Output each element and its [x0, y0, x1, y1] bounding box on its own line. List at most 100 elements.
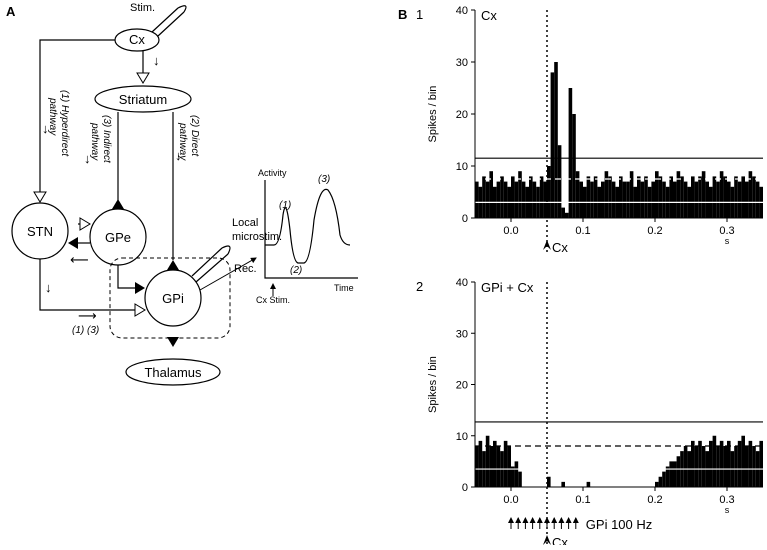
x-tick-label: 0.2: [647, 225, 662, 237]
histogram-bar: [752, 176, 756, 218]
histogram-bar: [748, 171, 753, 218]
gpe-label: GPe: [105, 230, 131, 245]
histogram-bar: [676, 456, 681, 487]
chart-title: GPi + Cx: [481, 280, 534, 295]
histogram-bar: [734, 446, 738, 487]
panel-label: B: [398, 7, 407, 22]
histogram-bar: [662, 471, 666, 487]
histogram-bar: [727, 181, 731, 218]
histogram-bar: [748, 440, 753, 487]
x-tick-label: 0.3: [719, 225, 734, 237]
histogram-bar: [543, 181, 547, 218]
histogram-bar: [565, 212, 569, 218]
y-tick-label: 20: [456, 109, 468, 121]
histogram-bar: [547, 476, 551, 487]
histogram-bar: [568, 88, 573, 218]
inhibitory-synapse: [68, 237, 78, 249]
histogram-bar: [557, 145, 562, 218]
inset-phase: (3): [318, 174, 330, 185]
histogram-bar: [716, 446, 720, 487]
histogram-bar: [719, 171, 724, 218]
histogram-bar: [640, 181, 645, 218]
histogram-bar: [655, 171, 659, 218]
excitatory-synapse: [134, 303, 146, 317]
histogram-bar: [723, 446, 727, 487]
histogram-bar: [503, 181, 508, 218]
gpi-node: [144, 269, 202, 327]
histogram-bar: [683, 181, 688, 218]
histogram-bar: [496, 181, 501, 218]
histogram-bar: [759, 440, 763, 487]
histogram-bar: [489, 446, 493, 487]
x-tick-label: 0.0: [503, 225, 518, 237]
histogram-bar: [701, 446, 706, 487]
histogram-bar: [608, 176, 612, 218]
stn-label: STN: [27, 224, 53, 239]
stim-electrode: [151, 5, 187, 37]
excitatory-synapse: [79, 217, 91, 231]
histogram-bar: [651, 181, 655, 218]
histogram-bar: [586, 481, 591, 487]
x-tick-label: 0.1: [575, 494, 590, 506]
histogram-bar: [680, 176, 684, 218]
inhibitory-synapse: [135, 282, 145, 294]
circuit-diagram: A Cx Stim. ↓ Striatum (1) Hyperdirectpat…: [6, 2, 358, 386]
inset-phase: (1): [279, 200, 291, 211]
y-tick-label: 20: [456, 380, 468, 392]
histogram-bar: [485, 181, 490, 218]
inset-ylabel: Activity: [258, 168, 287, 178]
histogram-bar: [521, 181, 526, 218]
inhibitory-synapse: [112, 199, 124, 209]
stim-arrow: [543, 240, 551, 250]
y-tick-label: 40: [456, 5, 468, 17]
histogram-bar: [496, 446, 501, 487]
y-tick-label: 40: [456, 277, 468, 289]
panel-label: A: [6, 4, 16, 19]
inset-xlabel: Time: [334, 283, 354, 293]
histogram-bar: [691, 440, 695, 487]
histogram-bar: [737, 440, 742, 487]
histogram-bar: [694, 446, 699, 487]
cx-label: Cx: [129, 32, 145, 47]
stim-electrode: [191, 245, 231, 283]
histogram-bar: [745, 446, 749, 487]
pathway-label: (2) Direct: [189, 115, 200, 157]
inhibitory-synapse: [167, 260, 179, 270]
histogram-bar: [547, 166, 551, 218]
y-tick-label: 30: [456, 328, 468, 340]
pathway-label: pathway: [47, 97, 58, 136]
histogram-bar: [611, 181, 616, 218]
histogram-bar: [662, 181, 666, 218]
rec-label: Rec.: [234, 263, 257, 275]
histogram-bar: [658, 476, 663, 487]
histogram-bar: [694, 181, 699, 218]
chart-title: Cx: [481, 8, 497, 23]
y-tick-label: 30: [456, 57, 468, 69]
y-axis-label: Spikes / bin: [427, 86, 439, 143]
arrow: ↓: [175, 148, 182, 163]
histogram-bar: [619, 176, 623, 218]
stim-label: Stim.: [130, 2, 155, 14]
histogram-bar: [669, 176, 673, 218]
histogram-bar: [493, 440, 497, 487]
histogram-bar: [622, 181, 627, 218]
pathway-numbers: (1) (3): [72, 325, 99, 336]
histogram-bar: [669, 461, 673, 487]
excitatory-synapse: [136, 72, 150, 84]
train-label: GPi 100 Hz: [586, 517, 652, 532]
histogram-bar: [727, 440, 731, 487]
histogram-bar: [485, 435, 490, 487]
histogram-bar: [475, 446, 479, 487]
histogram-bar: [590, 181, 594, 218]
x-tick-label: 0.2: [647, 494, 662, 506]
histogram-bar: [734, 176, 738, 218]
recording-region: [109, 257, 231, 339]
histogram-bar: [683, 446, 688, 487]
histogram-bar: [478, 440, 483, 487]
histogram-bar: [518, 471, 522, 487]
panel-number: 1: [416, 7, 423, 22]
histogram-bar: [511, 466, 515, 487]
arrow: ↓: [84, 151, 91, 166]
panel-number: 2: [416, 279, 423, 294]
arrow: ⟶: [78, 308, 97, 323]
